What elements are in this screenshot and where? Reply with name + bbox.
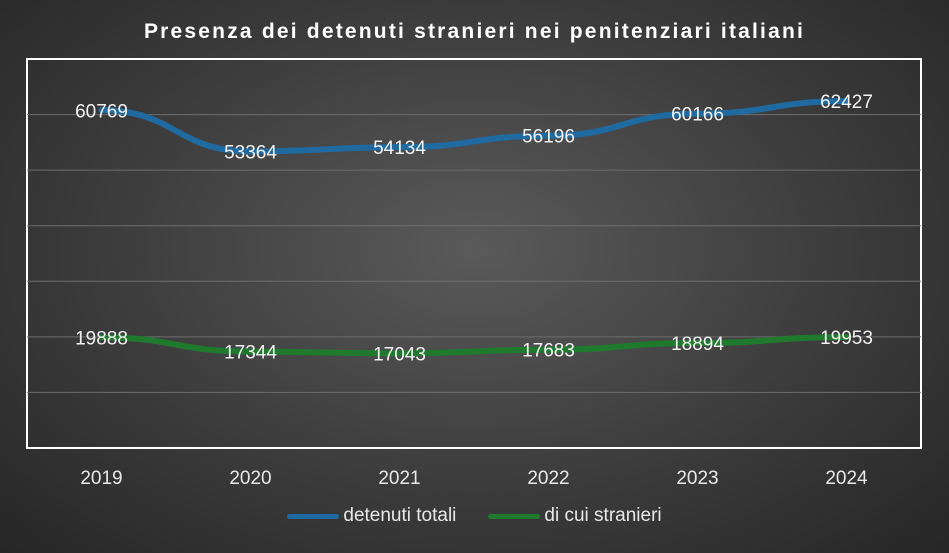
chart-title: Presenza dei detenuti stranieri nei peni… bbox=[143, 20, 806, 43]
data-label: 18894 bbox=[671, 334, 724, 355]
x-tick-label: 2019 bbox=[80, 468, 122, 489]
x-axis-ticks: 2019 2020 2021 2022 2023 2024 bbox=[80, 468, 868, 489]
x-tick-label: 2023 bbox=[676, 468, 718, 489]
data-label: 53364 bbox=[224, 142, 277, 163]
data-label: 56196 bbox=[522, 127, 575, 148]
x-tick-label: 2022 bbox=[527, 468, 569, 489]
data-label: 19953 bbox=[820, 328, 873, 349]
data-label: 60166 bbox=[671, 105, 724, 126]
x-tick-label: 2021 bbox=[378, 468, 420, 489]
legend-swatch-detenuti-totali bbox=[287, 513, 340, 519]
legend: detenuti totali di cui stranieri bbox=[0, 505, 949, 527]
legend-label-detenuti-totali: detenuti totali bbox=[343, 505, 457, 526]
x-tick-label: 2024 bbox=[825, 468, 868, 489]
data-label: 19888 bbox=[75, 328, 128, 349]
legend-swatch-di-cui-stranieri bbox=[488, 513, 541, 519]
legend-label-di-cui-stranieri: di cui stranieri bbox=[544, 505, 662, 526]
series-line-1[interactable] bbox=[98, 334, 850, 357]
data-label: 60769 bbox=[75, 101, 128, 122]
data-label: 17043 bbox=[373, 344, 426, 365]
x-tick-label: 2020 bbox=[229, 468, 271, 489]
data-labels: 60769 53364 54134 56196 60166 62427 19888 17344… bbox=[75, 92, 873, 365]
legend-item-detenuti-totali[interactable]: detenuti totali bbox=[287, 505, 456, 527]
data-label: 54134 bbox=[373, 138, 426, 159]
legend-item-di-cui-stranieri[interactable]: di cui stranieri bbox=[488, 505, 662, 527]
plot-area-border bbox=[26, 58, 922, 449]
data-label: 62427 bbox=[820, 92, 873, 113]
data-label: 17683 bbox=[522, 341, 575, 362]
gridlines bbox=[27, 114, 921, 393]
series-lines bbox=[98, 98, 850, 357]
data-label: 17344 bbox=[224, 343, 277, 364]
series-line-0[interactable] bbox=[98, 98, 850, 155]
